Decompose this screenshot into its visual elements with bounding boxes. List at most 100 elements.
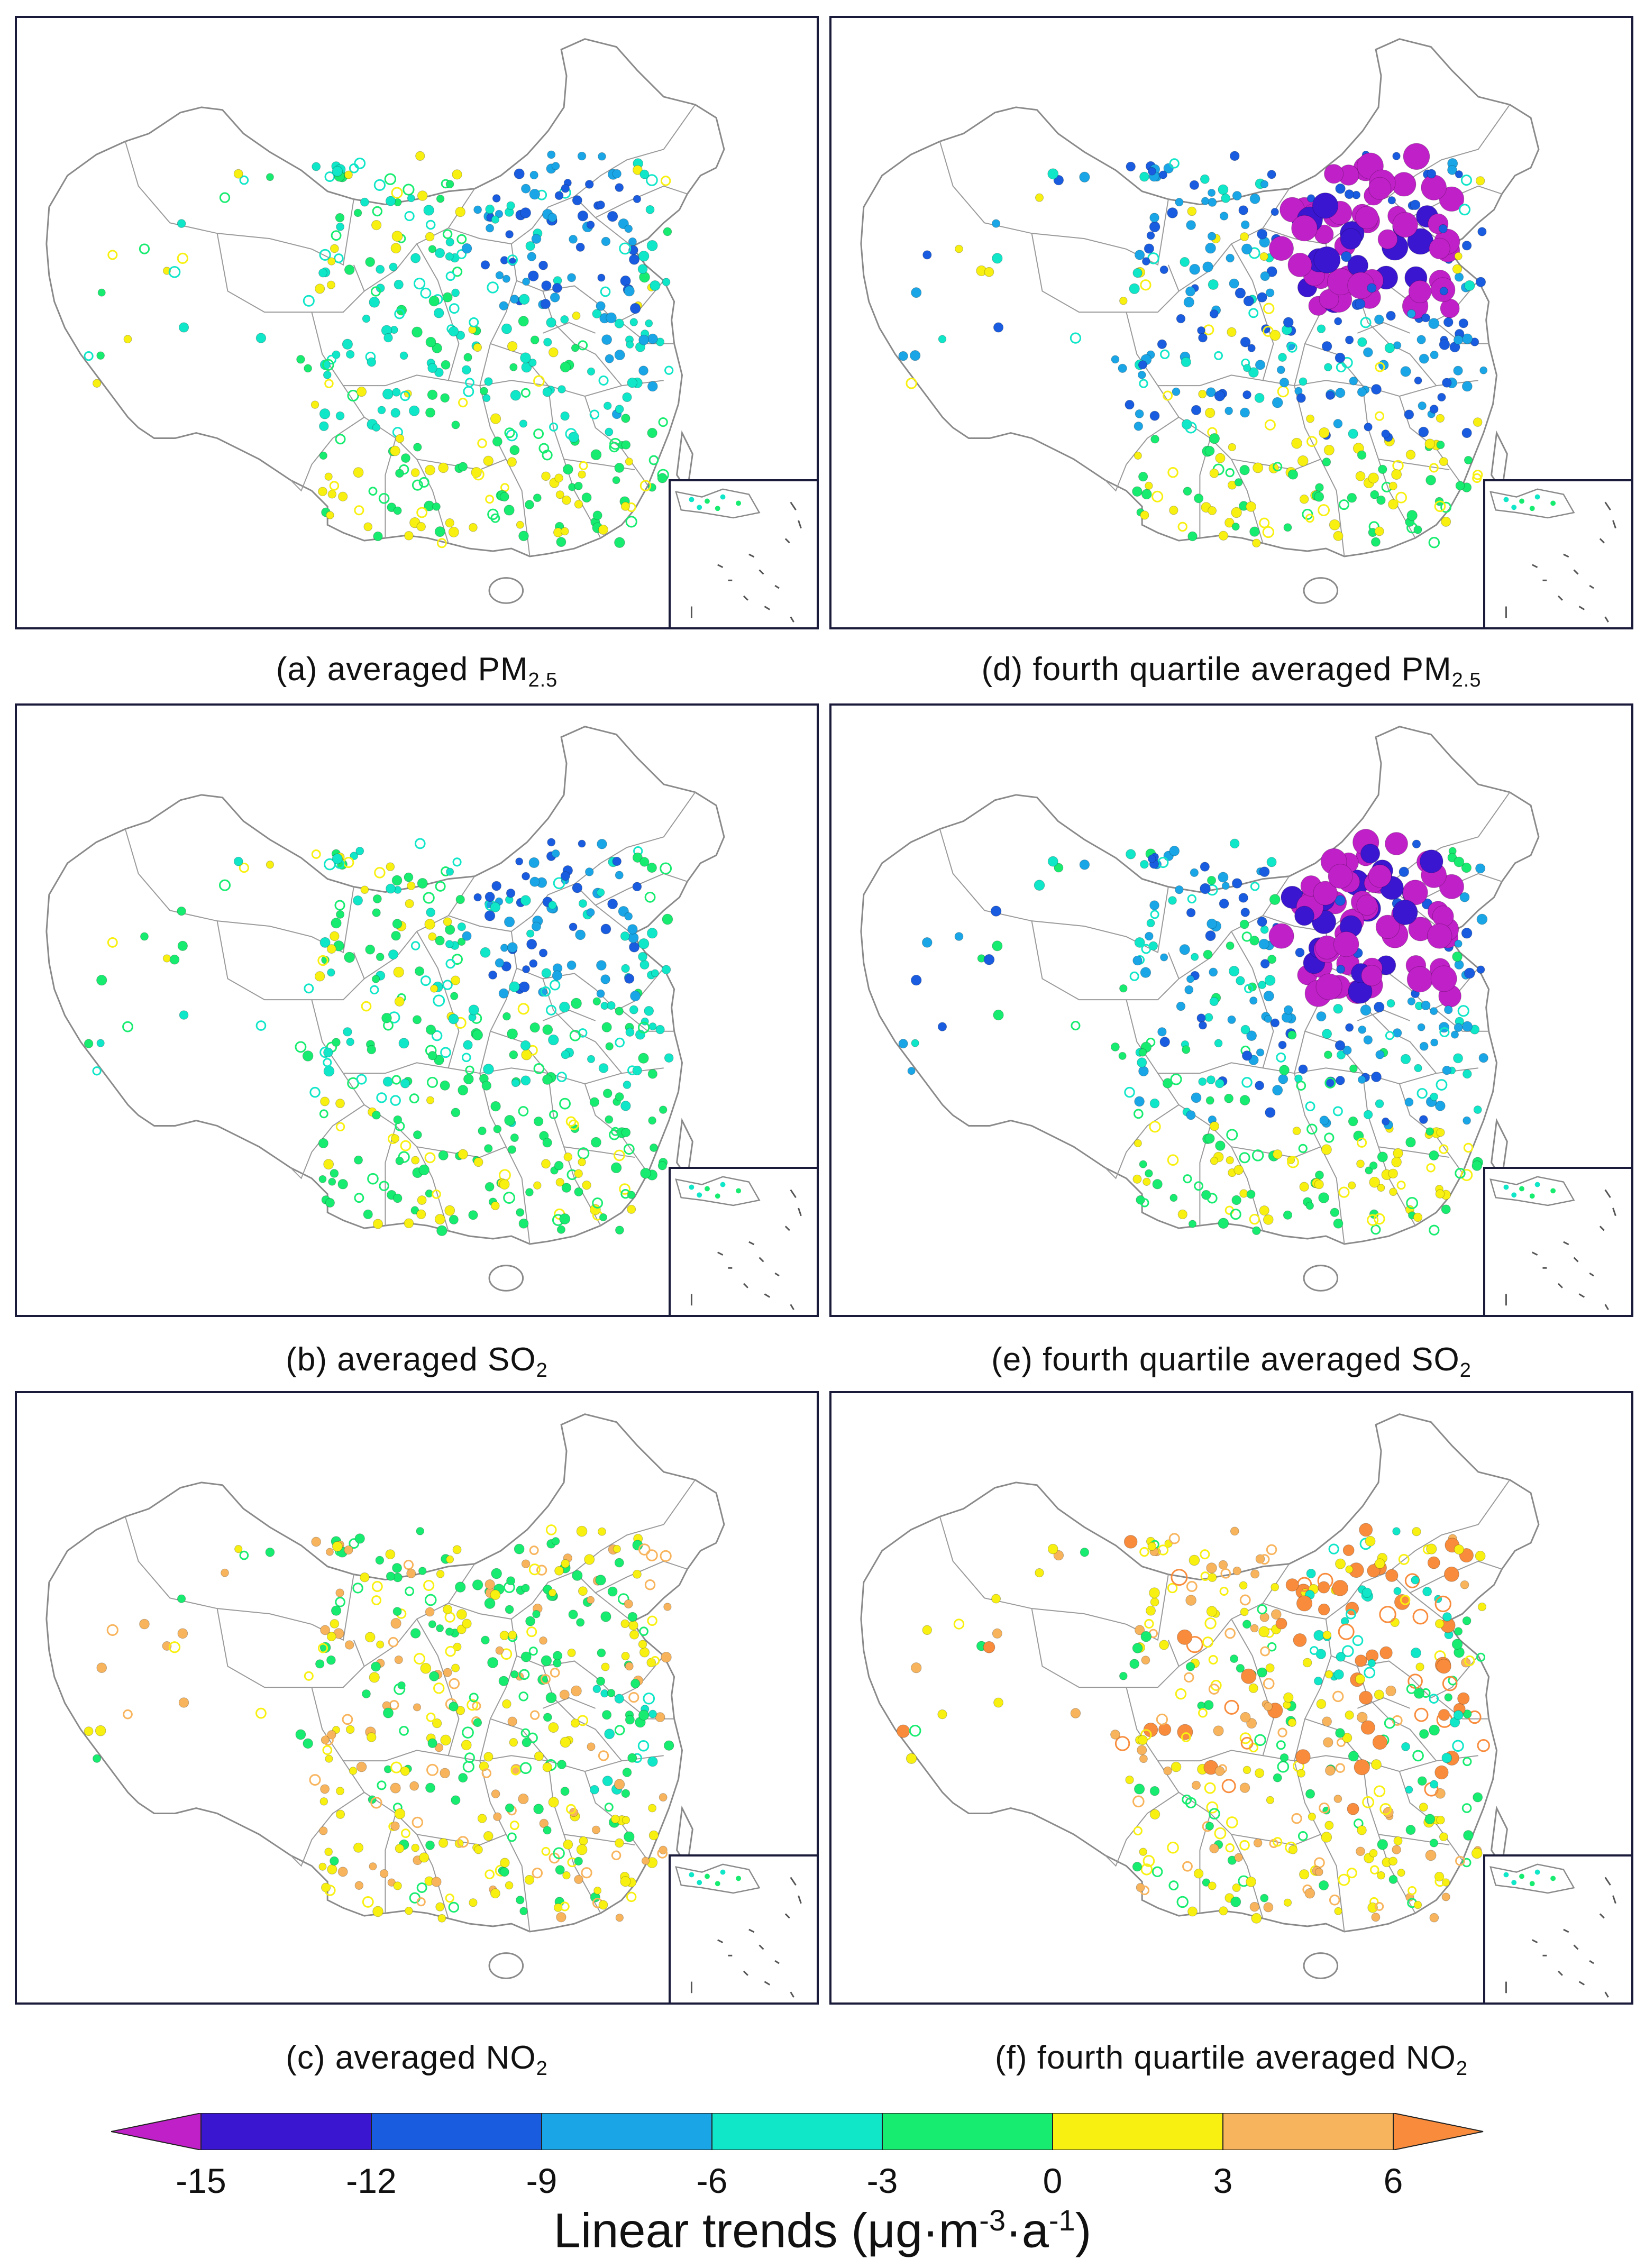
station-marker: [485, 495, 495, 504]
station-marker: [1265, 288, 1275, 297]
station-marker: [372, 423, 381, 432]
station-marker: [369, 297, 380, 308]
station-marker: [605, 354, 614, 363]
station-marker: [1266, 857, 1277, 867]
station-marker: [697, 505, 702, 510]
station-marker: [1360, 1720, 1375, 1735]
province-boundary: [1362, 1761, 1416, 1914]
station-marker: [1276, 365, 1285, 374]
station-marker: [507, 1832, 517, 1842]
station-marker: [509, 445, 520, 455]
province-boundary: [448, 883, 633, 935]
station-marker: [533, 428, 544, 440]
station-marker: [1415, 1662, 1424, 1671]
station-marker: [335, 411, 345, 420]
station-marker: [1179, 944, 1190, 955]
station-marker: [1329, 519, 1340, 531]
station-marker: [342, 1714, 353, 1725]
station-marker: [457, 1836, 469, 1848]
station-marker: [1550, 500, 1556, 506]
station-marker: [1403, 143, 1430, 170]
nine-dash-line-segment: [784, 538, 790, 544]
nine-dash-line-segment: [790, 1189, 797, 1199]
station-marker: [394, 308, 405, 319]
station-marker: [627, 924, 638, 935]
station-marker: [1158, 1723, 1172, 1736]
station-marker: [592, 309, 602, 319]
station-marker: [452, 1545, 462, 1554]
station-marker: [568, 1609, 578, 1620]
station-marker: [1152, 490, 1164, 502]
station-marker: [413, 1703, 422, 1712]
station-marker: [1405, 1825, 1416, 1835]
station-marker: [367, 1173, 379, 1185]
station-marker: [554, 473, 563, 483]
station-marker: [1177, 1209, 1187, 1220]
station-marker: [1129, 1659, 1140, 1669]
station-marker: [1198, 1708, 1208, 1718]
station-marker: [1207, 918, 1217, 929]
station-marker: [1276, 1052, 1286, 1063]
station-marker: [1312, 193, 1339, 219]
station-marker: [96, 351, 105, 360]
station-marker: [661, 965, 671, 974]
station-marker: [1348, 428, 1358, 439]
station-marker: [527, 252, 536, 261]
station-marker: [370, 1797, 382, 1809]
station-marker: [615, 1007, 624, 1016]
inset-coastline: [675, 1176, 761, 1206]
province-boundary: [1399, 396, 1463, 486]
station-marker: [416, 1882, 427, 1893]
station-marker: [107, 250, 118, 260]
province-boundary: [1362, 1073, 1416, 1226]
station-marker: [705, 1186, 710, 1192]
station-marker: [506, 201, 515, 210]
station-marker: [697, 1192, 702, 1198]
station-marker: [1313, 246, 1341, 273]
nine-dash-line-segment: [764, 1293, 771, 1298]
station-marker: [363, 522, 373, 532]
station-marker: [593, 1887, 602, 1895]
station-marker: [633, 165, 643, 175]
station-marker: [1204, 1782, 1216, 1794]
station-marker: [1137, 370, 1146, 379]
station-marker: [1266, 1544, 1277, 1556]
station-marker: [404, 211, 415, 222]
station-marker: [324, 171, 335, 182]
province-boundary: [1294, 1073, 1345, 1245]
station-marker: [1205, 930, 1216, 941]
station-marker: [1376, 495, 1386, 505]
station-marker: [1139, 379, 1148, 388]
station-marker: [602, 1776, 613, 1787]
station-marker: [1305, 1101, 1315, 1112]
station-marker: [1370, 1224, 1381, 1235]
station-marker: [1372, 1734, 1387, 1750]
station-marker: [662, 278, 671, 287]
station-marker: [541, 471, 551, 481]
station-marker: [538, 948, 548, 957]
station-marker: [1266, 266, 1277, 277]
station-marker: [177, 219, 186, 228]
station-marker: [1430, 1780, 1439, 1789]
station-marker: [541, 968, 552, 978]
province-boundary: [1399, 1083, 1463, 1174]
station-marker: [1359, 1523, 1373, 1537]
station-marker: [1388, 1168, 1398, 1179]
station-marker: [1425, 475, 1436, 486]
station-marker: [1479, 366, 1488, 374]
nine-dash-line-segment: [1612, 1895, 1616, 1904]
station-marker: [507, 942, 518, 953]
station-marker: [520, 895, 531, 906]
station-marker: [442, 980, 453, 990]
station-marker: [638, 250, 650, 262]
station-marker: [354, 1881, 364, 1890]
station-marker: [545, 1524, 557, 1535]
station-marker: [462, 1618, 472, 1629]
station-marker: [432, 502, 441, 511]
station-marker: [462, 1726, 474, 1739]
station-marker: [619, 242, 632, 255]
station-marker: [405, 1907, 413, 1915]
station-marker: [434, 368, 444, 377]
station-marker: [425, 464, 435, 475]
station-marker: [1429, 1913, 1439, 1923]
